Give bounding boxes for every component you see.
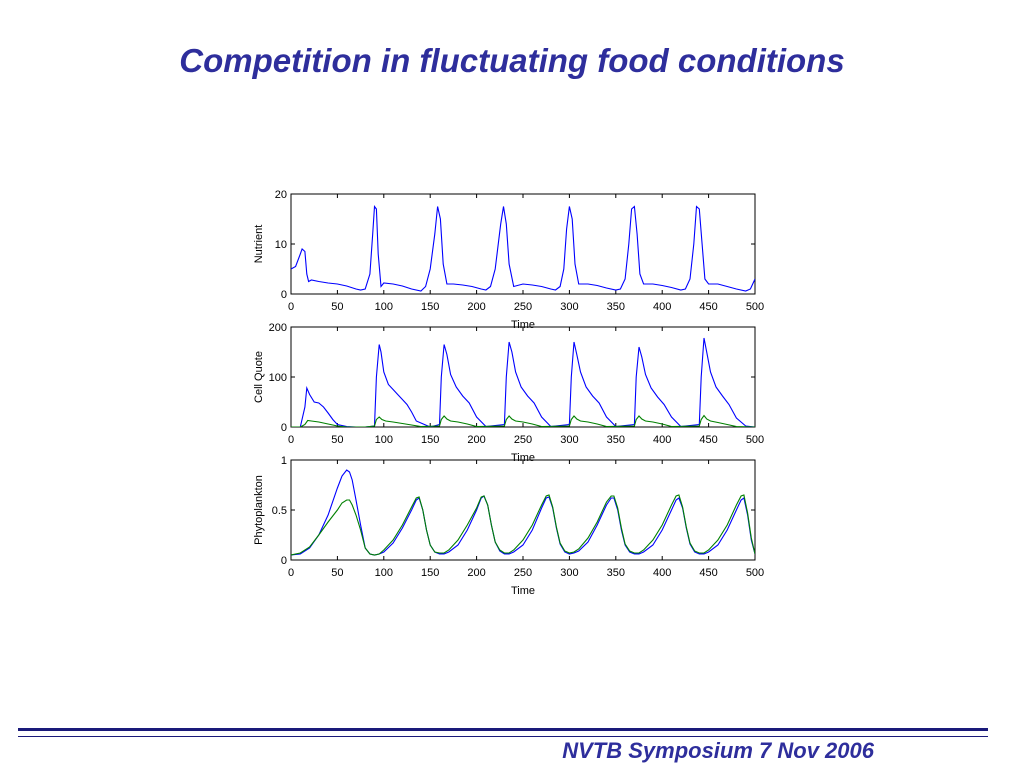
x-tick-label: 450 (699, 434, 717, 446)
series-line-2 (291, 414, 755, 427)
x-axis-label: Time (511, 452, 535, 464)
plot-frame (290, 326, 756, 428)
footer-text: NVTB Symposium 7 Nov 2006 (562, 738, 874, 763)
x-tick-label: 100 (375, 434, 393, 446)
x-tick-label: 300 (560, 567, 578, 579)
plot-frame (290, 193, 756, 295)
x-tick-label: 150 (421, 434, 439, 446)
x-tick-label: 400 (653, 567, 671, 579)
y-axis-label: Nutrient (253, 225, 265, 264)
x-tick-label: 150 (421, 567, 439, 579)
y-tick-label: 0.5 (272, 505, 287, 517)
x-tick-label: 200 (467, 567, 485, 579)
x-tick-label: 500 (746, 567, 764, 579)
y-tick-label: 200 (269, 322, 287, 334)
x-tick-label: 100 (375, 301, 393, 313)
x-tick-label: 150 (421, 301, 439, 313)
x-tick-label: 350 (607, 434, 625, 446)
x-tick-label: 250 (514, 301, 532, 313)
x-tick-label: 500 (746, 434, 764, 446)
x-tick-label: 50 (331, 301, 343, 313)
x-axis-label: Time (511, 319, 535, 331)
y-tick-label: 0 (281, 555, 287, 567)
slide-title: Competition in fluctuating food conditio… (179, 42, 845, 79)
y-tick-label: 0 (281, 422, 287, 434)
x-tick-label: 50 (331, 434, 343, 446)
x-tick-label: 250 (514, 434, 532, 446)
y-tick-label: 1 (281, 455, 287, 467)
x-tick-label: 300 (560, 301, 578, 313)
y-tick-label: 100 (269, 372, 287, 384)
x-tick-label: 300 (560, 434, 578, 446)
series-line-1 (291, 204, 755, 292)
chart-panel-2: 0 50 100 150 200 250 300 350 400 450 500 0 100 200 Cel… (253, 322, 764, 464)
x-tick-label: 250 (514, 567, 532, 579)
x-tick-label: 200 (467, 301, 485, 313)
x-tick-label: 450 (699, 301, 717, 313)
series-line-1 (291, 337, 755, 427)
x-tick-label: 400 (653, 301, 671, 313)
x-tick-label: 450 (699, 567, 717, 579)
x-tick-label: 350 (607, 301, 625, 313)
series-line-2 (291, 494, 755, 556)
chart-panel-3: 0 50 100 150 200 250 300 350 400 450 500 0 0.5 1 Phyto… (253, 455, 764, 597)
x-tick-label: 500 (746, 301, 764, 313)
y-tick-label: 0 (281, 289, 287, 301)
x-tick-label: 0 (288, 434, 294, 446)
series-line-1 (291, 469, 755, 556)
x-tick-label: 100 (375, 567, 393, 579)
y-tick-label: 20 (275, 189, 287, 201)
x-tick-label: 0 (288, 301, 294, 313)
footer-divider (18, 728, 988, 737)
x-tick-label: 0 (288, 567, 294, 579)
x-tick-label: 200 (467, 434, 485, 446)
chart-panel-1: 0 50 100 150 200 250 300 350 400 450 500 0 10 20 Nutri… (253, 189, 764, 331)
x-tick-label: 50 (331, 567, 343, 579)
x-tick-label: 350 (607, 567, 625, 579)
y-tick-label: 10 (275, 239, 287, 251)
x-tick-label: 400 (653, 434, 671, 446)
y-axis-label: Phytoplankton (253, 475, 265, 545)
y-axis-label: Cell Quote (253, 351, 265, 403)
x-axis-label: Time (511, 585, 535, 597)
